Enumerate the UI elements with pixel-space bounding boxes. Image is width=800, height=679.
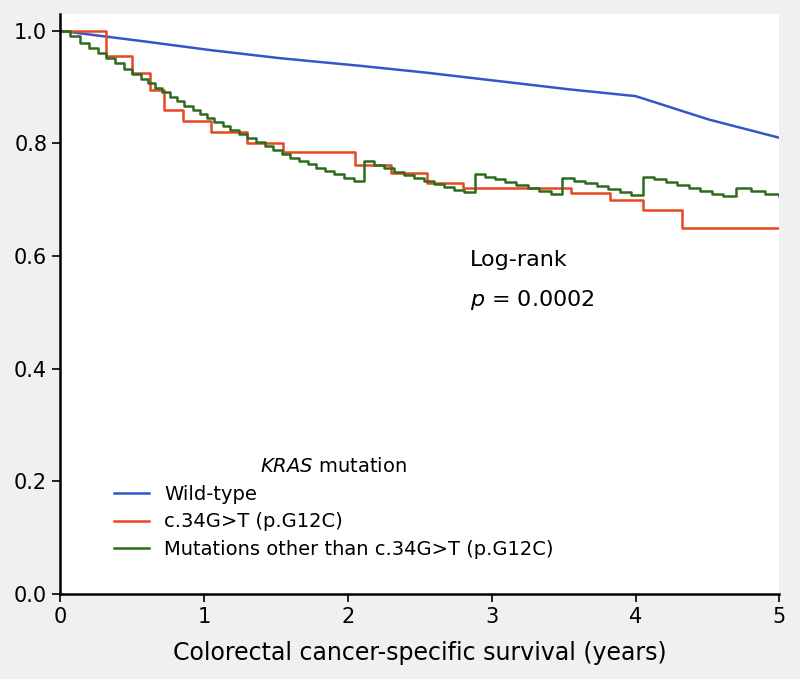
- Text: $\mathit{p}$ = 0.0002: $\mathit{p}$ = 0.0002: [470, 289, 594, 312]
- X-axis label: Colorectal cancer-specific survival (years): Colorectal cancer-specific survival (yea…: [173, 641, 666, 665]
- Text: Log-rank: Log-rank: [470, 250, 568, 270]
- Legend: Wild-type, c.34G>T (p.G12C), Mutations other than c.34G>T (p.G12C): Wild-type, c.34G>T (p.G12C), Mutations o…: [106, 449, 562, 567]
